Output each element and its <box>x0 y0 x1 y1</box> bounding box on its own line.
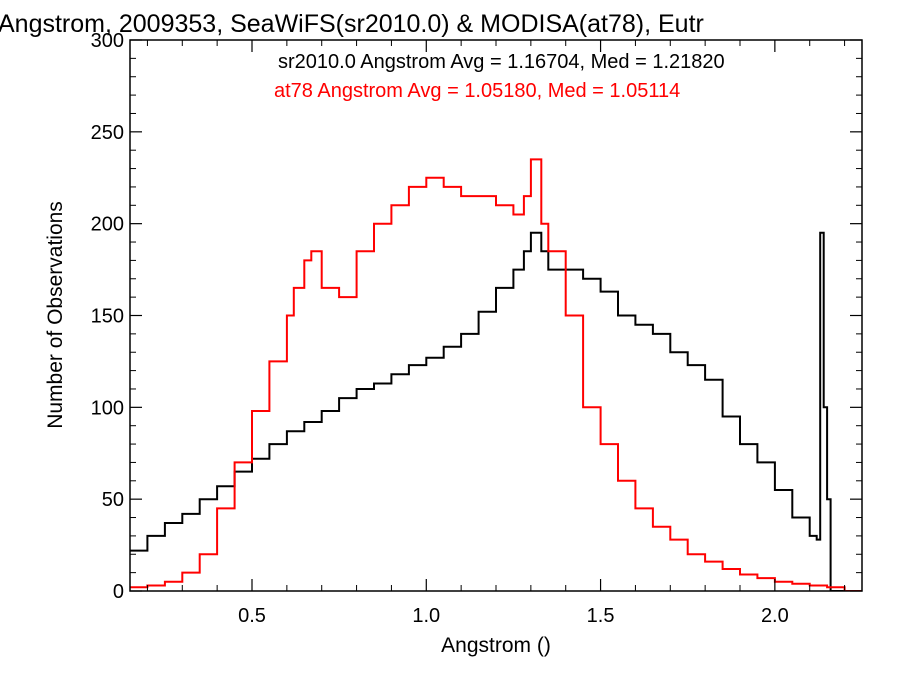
y-axis-label: Number of Observations <box>44 201 67 429</box>
y-tick-label: 150 <box>91 306 124 328</box>
x-tick-label: 1.5 <box>587 605 615 627</box>
annotation-sr2010-stats: sr2010.0 Angstrom Avg = 1.16704, Med = 1… <box>278 51 725 73</box>
plot-area <box>129 39 863 592</box>
y-tick-label: 300 <box>91 30 124 52</box>
x-axis: 0.5 1.0 1.5 2.0 <box>146 40 846 627</box>
series-line-1 <box>130 158 862 591</box>
x-tick-label: 0.5 <box>238 605 266 627</box>
y-tick-label: 50 <box>102 489 124 511</box>
y-tick-label: 250 <box>91 122 124 144</box>
y-tick-label: 200 <box>91 214 124 236</box>
y-tick-label: 0 <box>113 581 124 603</box>
series-line-0 <box>130 231 862 591</box>
plot-frame <box>129 39 863 592</box>
x-tick-label: 2.0 <box>761 605 789 627</box>
annotation-at78-stats: at78 Angstrom Avg = 1.05180, Med = 1.051… <box>274 80 680 102</box>
y-axis: 0 50 100 150 200 250 300 <box>91 30 862 603</box>
x-axis-label: Angstrom () <box>441 634 551 657</box>
x-tick-label: 1.0 <box>412 605 440 627</box>
y-tick-label: 100 <box>91 397 124 419</box>
chart-title: Angstrom, 2009353, SeaWiFS(sr2010.0) & M… <box>0 10 704 38</box>
